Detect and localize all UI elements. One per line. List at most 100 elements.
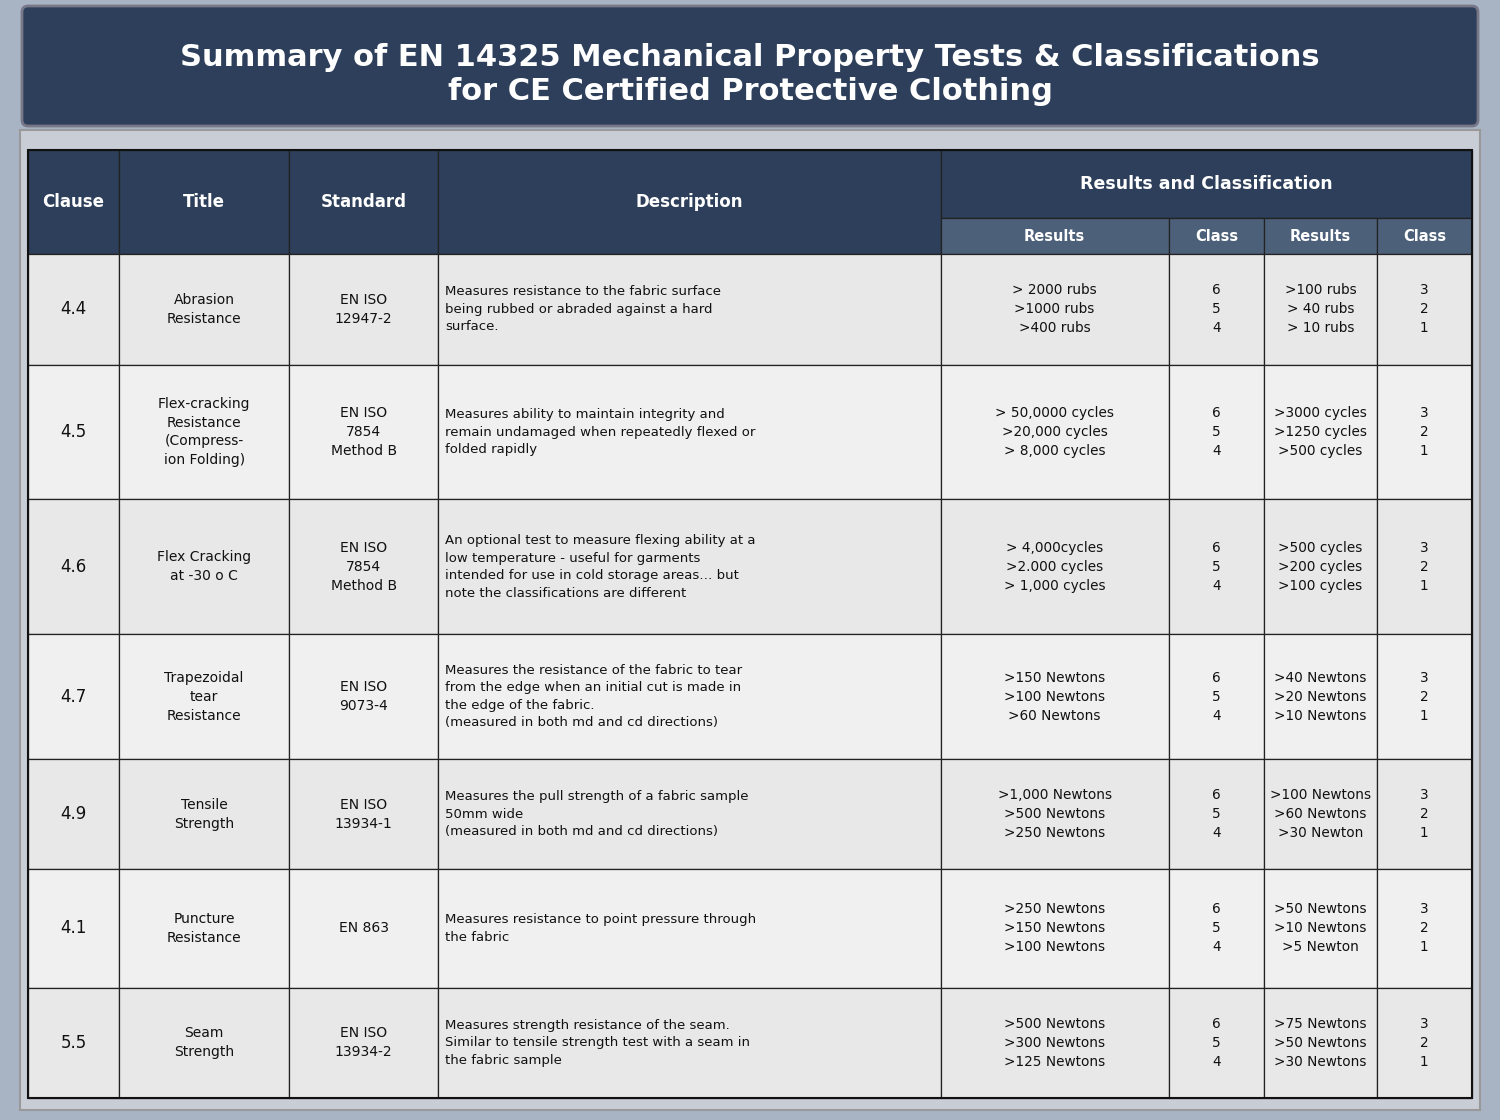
Text: 6
5
4: 6 5 4 bbox=[1212, 407, 1221, 458]
Bar bbox=[1168, 759, 1264, 869]
Text: Results and Classification: Results and Classification bbox=[1080, 175, 1332, 193]
Bar bbox=[28, 988, 118, 1098]
Bar bbox=[1264, 365, 1377, 500]
Text: Summary of EN 14325 Mechanical Property Tests & Classifications: Summary of EN 14325 Mechanical Property … bbox=[180, 44, 1320, 73]
Text: >3000 cycles
>1250 cycles
>500 cycles: >3000 cycles >1250 cycles >500 cycles bbox=[1274, 407, 1366, 458]
Bar bbox=[28, 150, 1472, 1098]
Bar bbox=[28, 254, 118, 365]
Bar bbox=[1377, 365, 1472, 500]
Text: 4.6: 4.6 bbox=[60, 558, 87, 576]
Bar bbox=[1377, 254, 1472, 365]
Bar bbox=[118, 869, 290, 988]
Text: Flex Cracking
at -30 o C: Flex Cracking at -30 o C bbox=[158, 550, 250, 584]
Text: Measures strength resistance of the seam.
Similar to tensile strength test with : Measures strength resistance of the seam… bbox=[446, 1019, 750, 1067]
Bar bbox=[1377, 634, 1472, 759]
Bar bbox=[1168, 634, 1264, 759]
Text: Tensile
Strength: Tensile Strength bbox=[174, 797, 234, 831]
Bar bbox=[438, 634, 940, 759]
Text: Class: Class bbox=[1196, 228, 1237, 244]
Text: Title: Title bbox=[183, 193, 225, 212]
Bar bbox=[438, 150, 940, 254]
Bar bbox=[290, 869, 438, 988]
Bar bbox=[28, 150, 118, 254]
Bar bbox=[940, 150, 1472, 218]
Text: >1,000 Newtons
>500 Newtons
>250 Newtons: >1,000 Newtons >500 Newtons >250 Newtons bbox=[998, 788, 1112, 840]
Text: Puncture
Resistance: Puncture Resistance bbox=[166, 912, 242, 945]
Bar bbox=[940, 988, 1168, 1098]
Bar bbox=[28, 869, 118, 988]
Text: EN ISO
13934-1: EN ISO 13934-1 bbox=[334, 797, 393, 831]
Text: EN ISO
7854
Method B: EN ISO 7854 Method B bbox=[330, 407, 398, 458]
Text: Flex-cracking
Resistance
(Compress-
ion Folding): Flex-cracking Resistance (Compress- ion … bbox=[158, 396, 250, 467]
Bar bbox=[1168, 988, 1264, 1098]
Text: 3
2
1: 3 2 1 bbox=[1420, 1017, 1428, 1068]
Bar bbox=[290, 150, 438, 254]
Bar bbox=[118, 759, 290, 869]
Bar bbox=[28, 634, 118, 759]
Text: 4.7: 4.7 bbox=[60, 688, 87, 706]
Text: 6
5
4: 6 5 4 bbox=[1212, 541, 1221, 592]
Text: 6
5
4: 6 5 4 bbox=[1212, 283, 1221, 335]
Text: >500 Newtons
>300 Newtons
>125 Newtons: >500 Newtons >300 Newtons >125 Newtons bbox=[1004, 1017, 1106, 1068]
Bar bbox=[1377, 869, 1472, 988]
Bar bbox=[438, 254, 940, 365]
Text: >500 cycles
>200 cycles
>100 cycles: >500 cycles >200 cycles >100 cycles bbox=[1278, 541, 1362, 592]
Bar bbox=[438, 365, 940, 500]
Bar bbox=[940, 869, 1168, 988]
Text: Measures ability to maintain integrity and
remain undamaged when repeatedly flex: Measures ability to maintain integrity a… bbox=[446, 408, 756, 456]
Text: 3
2
1: 3 2 1 bbox=[1420, 407, 1428, 458]
Text: >75 Newtons
>50 Newtons
>30 Newtons: >75 Newtons >50 Newtons >30 Newtons bbox=[1274, 1017, 1366, 1068]
Bar bbox=[940, 254, 1168, 365]
Bar bbox=[1377, 988, 1472, 1098]
Bar bbox=[118, 254, 290, 365]
Text: 6
5
4: 6 5 4 bbox=[1212, 788, 1221, 840]
Text: Measures the resistance of the fabric to tear
from the edge when an initial cut : Measures the resistance of the fabric to… bbox=[446, 664, 742, 729]
Text: 6
5
4: 6 5 4 bbox=[1212, 1017, 1221, 1068]
Bar bbox=[1264, 500, 1377, 634]
Bar bbox=[290, 500, 438, 634]
Text: 3
2
1: 3 2 1 bbox=[1420, 788, 1428, 840]
Bar bbox=[28, 759, 118, 869]
Text: >250 Newtons
>150 Newtons
>100 Newtons: >250 Newtons >150 Newtons >100 Newtons bbox=[1004, 903, 1106, 954]
Text: Clause: Clause bbox=[42, 193, 105, 212]
Text: 4.5: 4.5 bbox=[60, 423, 87, 441]
Bar bbox=[1264, 634, 1377, 759]
Text: > 50,0000 cycles
>20,000 cycles
> 8,000 cycles: > 50,0000 cycles >20,000 cycles > 8,000 … bbox=[994, 407, 1114, 458]
FancyBboxPatch shape bbox=[22, 6, 1478, 127]
Text: 3
2
1: 3 2 1 bbox=[1420, 903, 1428, 954]
Text: Class: Class bbox=[1402, 228, 1446, 244]
Text: EN 863: EN 863 bbox=[339, 922, 388, 935]
Bar bbox=[28, 500, 118, 634]
Text: Abrasion
Resistance: Abrasion Resistance bbox=[166, 293, 242, 326]
Bar bbox=[290, 254, 438, 365]
Bar bbox=[1168, 869, 1264, 988]
Bar bbox=[118, 988, 290, 1098]
Text: Results: Results bbox=[1024, 228, 1086, 244]
Bar bbox=[290, 634, 438, 759]
Bar bbox=[438, 759, 940, 869]
Bar bbox=[290, 759, 438, 869]
Text: 3
2
1: 3 2 1 bbox=[1420, 541, 1428, 592]
Bar bbox=[1168, 500, 1264, 634]
Text: >100 rubs
> 40 rubs
> 10 rubs: >100 rubs > 40 rubs > 10 rubs bbox=[1284, 283, 1356, 335]
Text: Measures resistance to the fabric surface
being rubbed or abraded against a hard: Measures resistance to the fabric surfac… bbox=[446, 286, 722, 334]
Text: 4.9: 4.9 bbox=[60, 805, 87, 823]
Bar bbox=[1377, 218, 1472, 254]
Text: >100 Newtons
>60 Newtons
>30 Newton: >100 Newtons >60 Newtons >30 Newton bbox=[1270, 788, 1371, 840]
Text: EN ISO
9073-4: EN ISO 9073-4 bbox=[339, 680, 388, 713]
Bar bbox=[438, 988, 940, 1098]
Bar bbox=[118, 365, 290, 500]
Bar bbox=[940, 759, 1168, 869]
Bar bbox=[1377, 500, 1472, 634]
Bar bbox=[118, 500, 290, 634]
Text: Seam
Strength: Seam Strength bbox=[174, 1026, 234, 1060]
Text: EN ISO
7854
Method B: EN ISO 7854 Method B bbox=[330, 541, 398, 592]
Text: >150 Newtons
>100 Newtons
>60 Newtons: >150 Newtons >100 Newtons >60 Newtons bbox=[1004, 671, 1106, 722]
Text: 6
5
4: 6 5 4 bbox=[1212, 671, 1221, 722]
Text: > 4,000cycles
>2.000 cycles
> 1,000 cycles: > 4,000cycles >2.000 cycles > 1,000 cycl… bbox=[1004, 541, 1106, 592]
Text: 3
2
1: 3 2 1 bbox=[1420, 671, 1428, 722]
Text: EN ISO
12947-2: EN ISO 12947-2 bbox=[334, 293, 393, 326]
Bar bbox=[940, 218, 1168, 254]
Bar bbox=[1264, 759, 1377, 869]
Text: 4.1: 4.1 bbox=[60, 920, 87, 937]
